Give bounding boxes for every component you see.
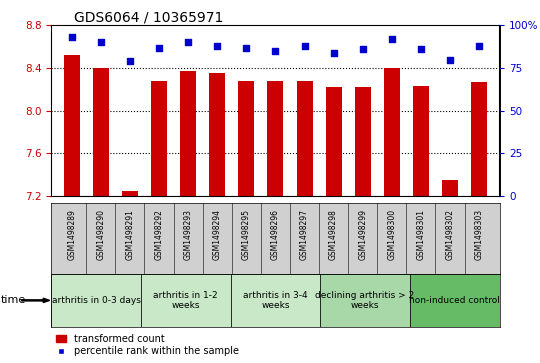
Text: non-induced control: non-induced control [409, 296, 500, 305]
Bar [267, 81, 284, 196]
Text: GSM1498293: GSM1498293 [184, 209, 193, 260]
Text: declining arthritis > 2
weeks: declining arthritis > 2 weeks [315, 291, 415, 310]
Point [359, 46, 367, 52]
Bar [180, 71, 196, 196]
Bar [326, 87, 342, 196]
Point [68, 34, 76, 40]
Bar [231, 274, 320, 327]
Text: GSM1498292: GSM1498292 [154, 209, 164, 260]
Point [184, 40, 192, 45]
Text: arthritis in 0-3 days: arthritis in 0-3 days [52, 296, 140, 305]
Text: GSM1498291: GSM1498291 [125, 209, 134, 260]
Text: GDS6064 / 10365971: GDS6064 / 10365971 [73, 10, 223, 24]
Bar [320, 274, 410, 327]
Text: GSM1498289: GSM1498289 [67, 209, 76, 260]
Point [329, 50, 338, 56]
Bar [384, 68, 400, 196]
Bar [64, 55, 80, 196]
Bar [296, 81, 313, 196]
Bar [93, 68, 109, 196]
Point [416, 46, 425, 52]
Text: GSM1498297: GSM1498297 [300, 209, 309, 260]
Bar [471, 82, 487, 196]
Bar [355, 87, 371, 196]
Text: GSM1498300: GSM1498300 [387, 209, 396, 260]
Text: GSM1498299: GSM1498299 [358, 209, 367, 260]
Bar [410, 274, 500, 327]
Point [271, 48, 280, 54]
Bar [209, 73, 225, 196]
Bar [122, 191, 138, 196]
Text: GSM1498290: GSM1498290 [96, 209, 105, 260]
Text: arthritis in 3-4
weeks: arthritis in 3-4 weeks [243, 291, 308, 310]
Point [97, 40, 105, 45]
Bar [151, 81, 167, 196]
Legend: transformed count, percentile rank within the sample: transformed count, percentile rank withi… [56, 334, 239, 356]
Point [126, 58, 134, 64]
Bar [238, 81, 254, 196]
Point [213, 43, 221, 49]
Text: time: time [1, 295, 26, 305]
Text: GSM1498294: GSM1498294 [213, 209, 222, 260]
Bar [141, 274, 231, 327]
Point [300, 43, 309, 49]
Text: GSM1498298: GSM1498298 [329, 209, 338, 260]
Point [154, 45, 163, 50]
Text: arthritis in 1-2
weeks: arthritis in 1-2 weeks [153, 291, 218, 310]
Point [475, 43, 483, 49]
Text: GSM1498303: GSM1498303 [475, 209, 484, 260]
Text: GSM1498302: GSM1498302 [446, 209, 455, 260]
Point [388, 36, 396, 42]
Text: GSM1498295: GSM1498295 [242, 209, 251, 260]
Point [446, 57, 454, 62]
Text: GSM1498296: GSM1498296 [271, 209, 280, 260]
Bar [51, 274, 141, 327]
Bar [442, 180, 458, 196]
Text: GSM1498301: GSM1498301 [416, 209, 426, 260]
Bar [413, 86, 429, 196]
Point [242, 45, 251, 50]
